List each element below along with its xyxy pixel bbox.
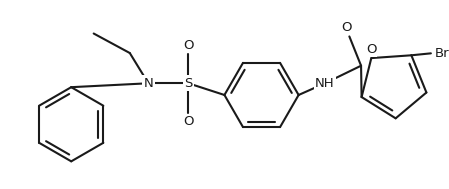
Text: O: O [366,43,377,56]
Text: N: N [143,77,153,90]
Text: O: O [341,21,352,33]
Text: Br: Br [435,47,449,60]
Text: NH: NH [315,77,335,90]
Text: S: S [184,77,193,90]
Text: O: O [183,115,194,128]
Text: O: O [183,39,194,52]
